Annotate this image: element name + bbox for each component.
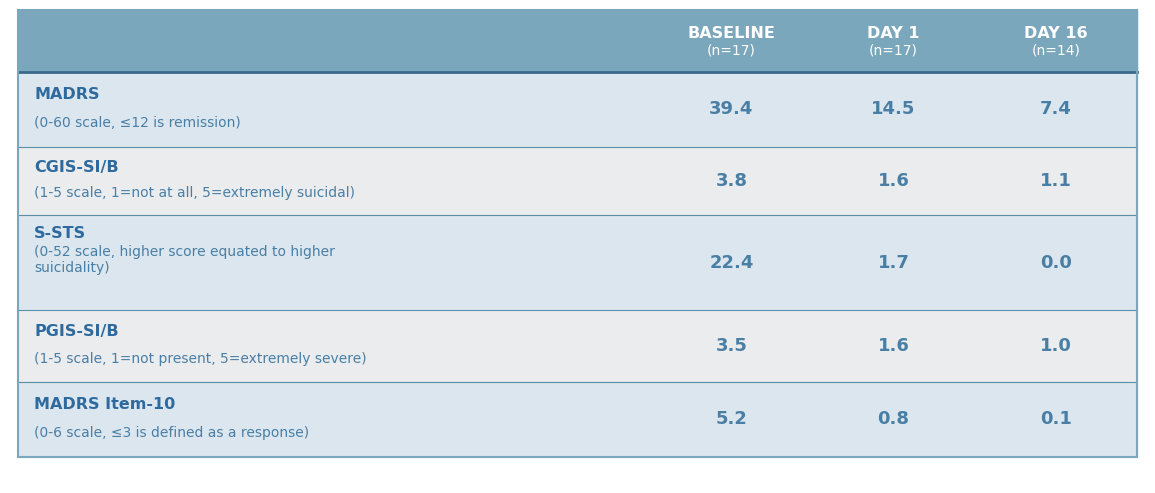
Text: DAY 1: DAY 1	[867, 26, 919, 40]
Text: 0.0: 0.0	[1040, 253, 1072, 272]
Bar	[18, 10, 1137, 72]
Text: 14.5: 14.5	[871, 101, 916, 118]
Text: 0.1: 0.1	[1040, 411, 1072, 428]
Bar	[18, 72, 1137, 147]
Text: BASELINE: BASELINE	[687, 26, 775, 40]
Text: (1-5 scale, 1=not present, 5=extremely severe): (1-5 scale, 1=not present, 5=extremely s…	[33, 352, 366, 366]
Text: PGIS-SI/B: PGIS-SI/B	[33, 324, 119, 339]
Text: MADRS Item-10: MADRS Item-10	[33, 397, 176, 412]
Text: 5.2: 5.2	[715, 411, 747, 428]
Text: 1.0: 1.0	[1040, 337, 1072, 355]
Bar	[18, 215, 1137, 310]
Text: 3.8: 3.8	[715, 172, 747, 190]
Text: 3.5: 3.5	[715, 337, 747, 355]
Text: 1.6: 1.6	[878, 337, 909, 355]
Text: (n=17): (n=17)	[870, 44, 918, 58]
Bar	[18, 310, 1137, 382]
Text: CGIS-SI/B: CGIS-SI/B	[33, 160, 119, 175]
Text: 22.4: 22.4	[709, 253, 753, 272]
Text: (n=14): (n=14)	[1031, 44, 1080, 58]
Text: 1.6: 1.6	[878, 172, 909, 190]
Text: 0.8: 0.8	[878, 411, 910, 428]
Text: (0-52 scale, higher score equated to higher
suicidality): (0-52 scale, higher score equated to hig…	[33, 245, 335, 275]
Text: DAY 16: DAY 16	[1024, 26, 1088, 40]
Text: 39.4: 39.4	[709, 101, 753, 118]
Text: 7.4: 7.4	[1040, 101, 1072, 118]
Bar	[18, 382, 1137, 457]
Text: 1.7: 1.7	[878, 253, 909, 272]
Bar	[18, 147, 1137, 215]
Text: (0-60 scale, ≤12 is remission): (0-60 scale, ≤12 is remission)	[33, 116, 240, 130]
Text: S-STS: S-STS	[33, 225, 87, 241]
Text: (1-5 scale, 1=not at all, 5=extremely suicidal): (1-5 scale, 1=not at all, 5=extremely su…	[33, 186, 355, 200]
Text: (0-6 scale, ≤3 is defined as a response): (0-6 scale, ≤3 is defined as a response)	[33, 426, 310, 440]
Text: 1.1: 1.1	[1040, 172, 1072, 190]
Text: (n=17): (n=17)	[707, 44, 755, 58]
Text: MADRS: MADRS	[33, 87, 99, 102]
